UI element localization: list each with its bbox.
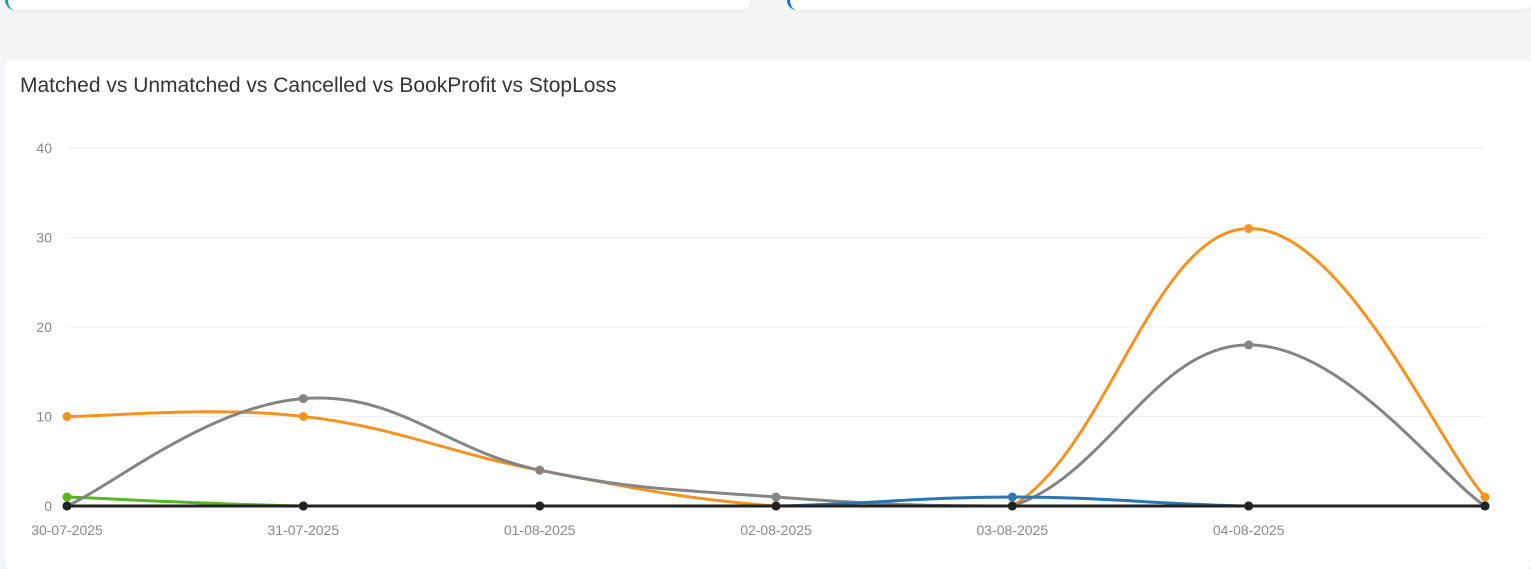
x-tick-label: 30-07-2025 bbox=[31, 522, 103, 538]
chart-title: Matched vs Unmatched vs Cancelled vs Boo… bbox=[20, 74, 617, 97]
chart-card bbox=[5, 59, 1531, 569]
data-point-gray[interactable] bbox=[298, 394, 308, 404]
y-tick-label: 0 bbox=[44, 498, 52, 514]
grid-lines bbox=[67, 147, 1485, 507]
series-points bbox=[62, 224, 1490, 511]
y-tick-label: 10 bbox=[36, 409, 52, 425]
series-lines bbox=[65, 227, 1487, 508]
y-axis-ticks: 0 10 20 30 40 bbox=[36, 140, 52, 514]
data-point-orange[interactable] bbox=[1480, 492, 1490, 502]
data-point-blue[interactable] bbox=[1007, 492, 1017, 502]
x-tick-label: 04-08-2025 bbox=[1213, 522, 1285, 538]
data-point-black[interactable] bbox=[298, 501, 308, 511]
data-point-orange[interactable] bbox=[1244, 224, 1254, 234]
x-axis-ticks: 30-07-2025 31-07-2025 01-08-2025 02-08-2025… bbox=[31, 522, 1284, 538]
data-point-gray[interactable] bbox=[535, 465, 545, 475]
series-line-orange bbox=[65, 227, 1487, 508]
data-point-gray[interactable] bbox=[771, 492, 781, 502]
summary-card-right bbox=[787, 0, 1531, 10]
y-tick-label: 30 bbox=[36, 230, 52, 246]
y-tick-label: 20 bbox=[36, 319, 52, 335]
data-point-gray[interactable] bbox=[1244, 340, 1254, 350]
x-tick-label: 02-08-2025 bbox=[740, 522, 812, 538]
data-point-black[interactable] bbox=[1480, 501, 1490, 511]
data-point-orange[interactable] bbox=[298, 412, 308, 421]
data-point-black[interactable] bbox=[1244, 501, 1254, 511]
data-point-green[interactable] bbox=[62, 492, 72, 502]
data-point-black[interactable] bbox=[62, 501, 72, 511]
summary-card-left bbox=[5, 0, 751, 10]
data-point-orange[interactable] bbox=[62, 412, 72, 421]
x-tick-label: 03-08-2025 bbox=[977, 522, 1049, 538]
data-point-black[interactable] bbox=[535, 501, 545, 511]
series-line-gray bbox=[65, 343, 1487, 508]
x-tick-label: 01-08-2025 bbox=[504, 522, 576, 538]
x-tick-label: 31-07-2025 bbox=[268, 522, 340, 538]
data-point-black[interactable] bbox=[771, 501, 781, 511]
y-tick-label: 40 bbox=[36, 140, 52, 156]
data-point-black[interactable] bbox=[1007, 501, 1017, 511]
